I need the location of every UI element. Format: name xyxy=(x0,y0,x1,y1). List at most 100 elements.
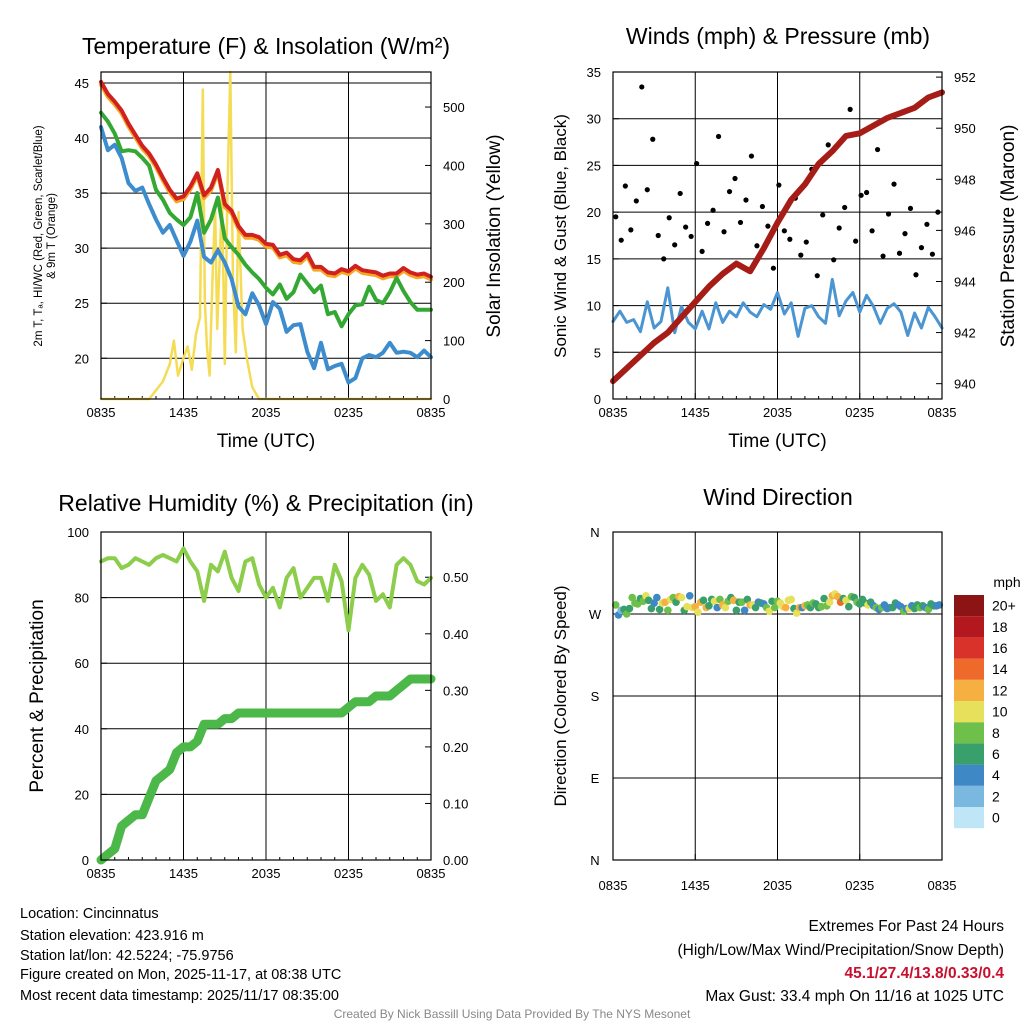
gust-point xyxy=(715,133,722,140)
y-axis-label: Direction (Colored By Speed) xyxy=(551,585,570,806)
gust-point xyxy=(618,237,624,243)
temp-line xyxy=(99,79,433,279)
y2-tick-label: 0.00 xyxy=(443,853,468,868)
chart-title: Wind Direction xyxy=(703,484,853,510)
gust-point xyxy=(913,272,919,278)
gust-point xyxy=(732,175,738,182)
extremes-values: 45.1/27.4/13.8/0.33/0.4 xyxy=(844,965,1004,982)
gust-point xyxy=(710,207,716,213)
gust-point xyxy=(726,188,733,195)
colorbar-swatch xyxy=(954,701,984,723)
direction-point xyxy=(935,601,944,609)
created-text: Figure created on Mon, 2025-11-17, at 08… xyxy=(20,967,342,983)
direction-point xyxy=(844,602,853,611)
colorbar-title: mph xyxy=(993,574,1020,590)
y-axis-label: Sonic Wind & Gust (Blue, Black) xyxy=(551,114,570,358)
x-tick-label: 0235 xyxy=(845,878,874,893)
colorbar-swatch xyxy=(954,764,984,786)
y2-tick-label: 100 xyxy=(443,334,465,349)
colorbar-swatch xyxy=(954,658,984,680)
x-tick-label: 0835 xyxy=(599,405,628,420)
chart-title: Winds (mph) & Pressure (mb) xyxy=(626,23,930,49)
y-tick-label: 30 xyxy=(75,241,89,256)
gust-point xyxy=(864,189,870,196)
sonic-wind-line xyxy=(611,277,944,338)
gust-point xyxy=(836,225,842,231)
y-tick-label: 45 xyxy=(75,76,89,91)
y2-tick-label: 952 xyxy=(954,70,976,85)
direction-point xyxy=(787,595,796,604)
y-axis-label-line2: & 9m T (Orange) xyxy=(46,193,58,279)
colorbar-label: 4 xyxy=(992,767,1000,783)
gust-point xyxy=(672,242,678,248)
y-axis-label: 2m T, Tₐ, HI/WC (Red, Green, Scarlet/Blu… xyxy=(33,125,45,346)
colorbar-label: 6 xyxy=(992,746,1000,762)
gust-point xyxy=(820,212,826,218)
gust-point xyxy=(831,257,837,263)
gust-point xyxy=(683,224,689,230)
direction-point xyxy=(732,606,741,615)
y-tick-label: 5 xyxy=(594,345,601,360)
direction-point xyxy=(653,593,661,602)
gust-point xyxy=(639,84,645,90)
y2-tick-label: 200 xyxy=(443,275,465,290)
y-tick-label: 35 xyxy=(587,65,601,80)
x-tick-label: 1435 xyxy=(681,878,710,893)
y-tick-label: 15 xyxy=(587,252,601,267)
gust-point xyxy=(847,106,853,112)
gust-point xyxy=(776,182,782,188)
colorbar-swatch xyxy=(954,722,984,744)
y2-tick-label: 948 xyxy=(954,172,976,187)
x-tick-label: 0835 xyxy=(87,866,116,881)
x-tick-label: 2035 xyxy=(763,405,792,420)
y-tick-label: N xyxy=(590,525,599,540)
colorbar-label: 20+ xyxy=(992,598,1016,614)
direction-point xyxy=(677,593,686,602)
chart-title: Relative Humidity (%) & Precipitation (i… xyxy=(58,490,473,516)
recent-text: Most recent data timestamp: 2025/11/17 0… xyxy=(20,988,339,1004)
y-tick-label: S xyxy=(591,689,600,704)
direction-point xyxy=(740,606,749,615)
gust-point xyxy=(891,181,897,187)
y-tick-label: E xyxy=(591,771,600,786)
y-axis-label: Percent & Precipitation xyxy=(27,599,48,792)
gust-point xyxy=(781,228,787,234)
direction-point xyxy=(842,596,850,605)
gust-point xyxy=(721,229,727,235)
solar-line xyxy=(99,70,433,401)
direction-point xyxy=(694,608,702,616)
gust-point xyxy=(704,220,711,226)
y2-tick-label: 0.40 xyxy=(443,627,468,642)
y2-axis-label: Solar Insolation (Yellow) xyxy=(484,134,505,337)
y2-tick-label: 0.30 xyxy=(443,683,468,698)
colorbar-swatch xyxy=(954,785,984,807)
gust-point xyxy=(754,243,760,249)
direction-point xyxy=(625,604,634,613)
chart-title: Temperature (F) & Insolation (W/m²) xyxy=(82,33,450,59)
gust-point xyxy=(661,256,667,262)
direction-point xyxy=(781,603,790,612)
y2-tick-label: 500 xyxy=(443,100,465,115)
pressure-line xyxy=(610,89,945,385)
x-tick-label: 0835 xyxy=(417,405,446,420)
gust-point xyxy=(748,153,755,159)
gust-point xyxy=(869,228,875,234)
gust-point xyxy=(677,190,683,197)
gust-point xyxy=(924,221,930,227)
y-tick-label: 80 xyxy=(75,591,89,606)
gust-point xyxy=(929,251,936,257)
y-tick-label: 60 xyxy=(75,656,89,671)
rh-line xyxy=(99,546,433,633)
gust-point xyxy=(613,214,619,220)
colorbar-label: 18 xyxy=(992,619,1008,635)
y2-tick-label: 940 xyxy=(954,377,976,392)
max-gust-text: Max Gust: 33.4 mph On 11/16 at 1025 UTC xyxy=(705,988,1004,1005)
y-tick-label: 0 xyxy=(594,392,601,407)
direction-point xyxy=(685,591,694,600)
y2-tick-label: 0 xyxy=(443,392,450,407)
plot-frame xyxy=(100,531,432,861)
direction-point xyxy=(611,601,620,609)
gust-point xyxy=(902,231,908,237)
